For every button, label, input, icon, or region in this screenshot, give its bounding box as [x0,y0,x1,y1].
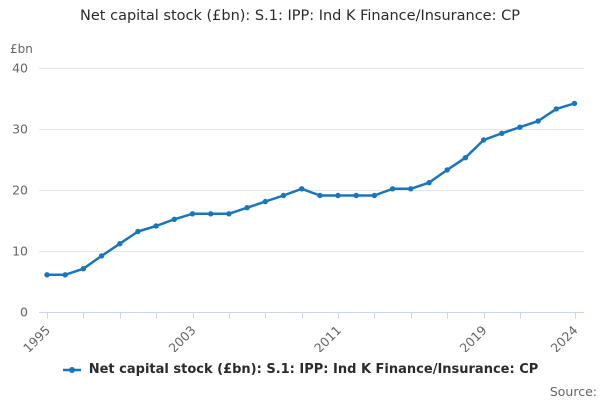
data-point-marker [353,192,359,199]
data-point-marker [44,272,50,278]
data-point-marker [317,192,323,199]
data-point-marker [371,192,378,199]
chart-title: Net capital stock (£bn): S.1: IPP: Ind K… [80,8,520,24]
x-axis-labels: 1995 2003 2011 2019 2024 [20,322,581,352]
data-point-marker [226,211,232,217]
data-point-marker [117,241,123,247]
y-tick-label: 20 [12,183,28,198]
source-label: Source: [549,384,597,399]
line-chart: 0 10 20 30 40 1995 2003 2011 2019 2024 [12,61,584,352]
data-point-marker [208,211,214,217]
data-point-marker [571,100,578,107]
x-tick-label: 1995 [20,323,53,352]
data-point-marker [299,186,305,192]
gridlines [39,68,584,313]
y-tick-label: 10 [12,244,28,259]
y-axis-labels: 0 10 20 30 40 [12,61,28,320]
x-tick-label: 2024 [548,322,581,352]
series-line [45,102,576,277]
data-point-marker [135,228,141,235]
data-point-marker [280,192,287,199]
data-point-marker [262,198,268,205]
legend-line-marker-icon [62,366,81,373]
data-point-marker [335,192,341,199]
data-point-marker [408,186,414,192]
data-point-marker [189,211,196,217]
data-point-marker [244,205,250,211]
data-point-marker [171,216,177,222]
x-tick-label: 2003 [166,323,199,352]
data-point-marker [517,124,523,130]
data-point-marker [389,186,396,192]
data-points [44,100,578,278]
x-axis [39,312,584,319]
data-point-marker [426,180,432,186]
y-axis-unit-label: £bn [10,42,33,56]
data-point-marker [535,118,541,124]
y-tick-label: 0 [20,305,28,320]
data-point-marker [153,223,159,229]
y-tick-label: 30 [12,122,28,137]
data-point-marker [462,155,469,161]
data-point-marker [62,272,68,278]
data-point-marker [80,266,87,272]
data-point-marker [553,106,559,112]
legend-item[interactable]: Net capital stock (£bn): S.1: IPP: Ind K… [0,362,600,377]
data-point-marker [480,137,487,143]
x-tick-label: 2019 [457,322,490,352]
legend-label: Net capital stock (£bn): S.1: IPP: Ind K… [88,362,539,377]
data-point-marker [499,130,505,136]
x-tick-label: 2011 [311,323,344,352]
y-tick-label: 40 [12,61,28,76]
data-point-marker [444,167,450,173]
data-point-marker [98,253,105,259]
